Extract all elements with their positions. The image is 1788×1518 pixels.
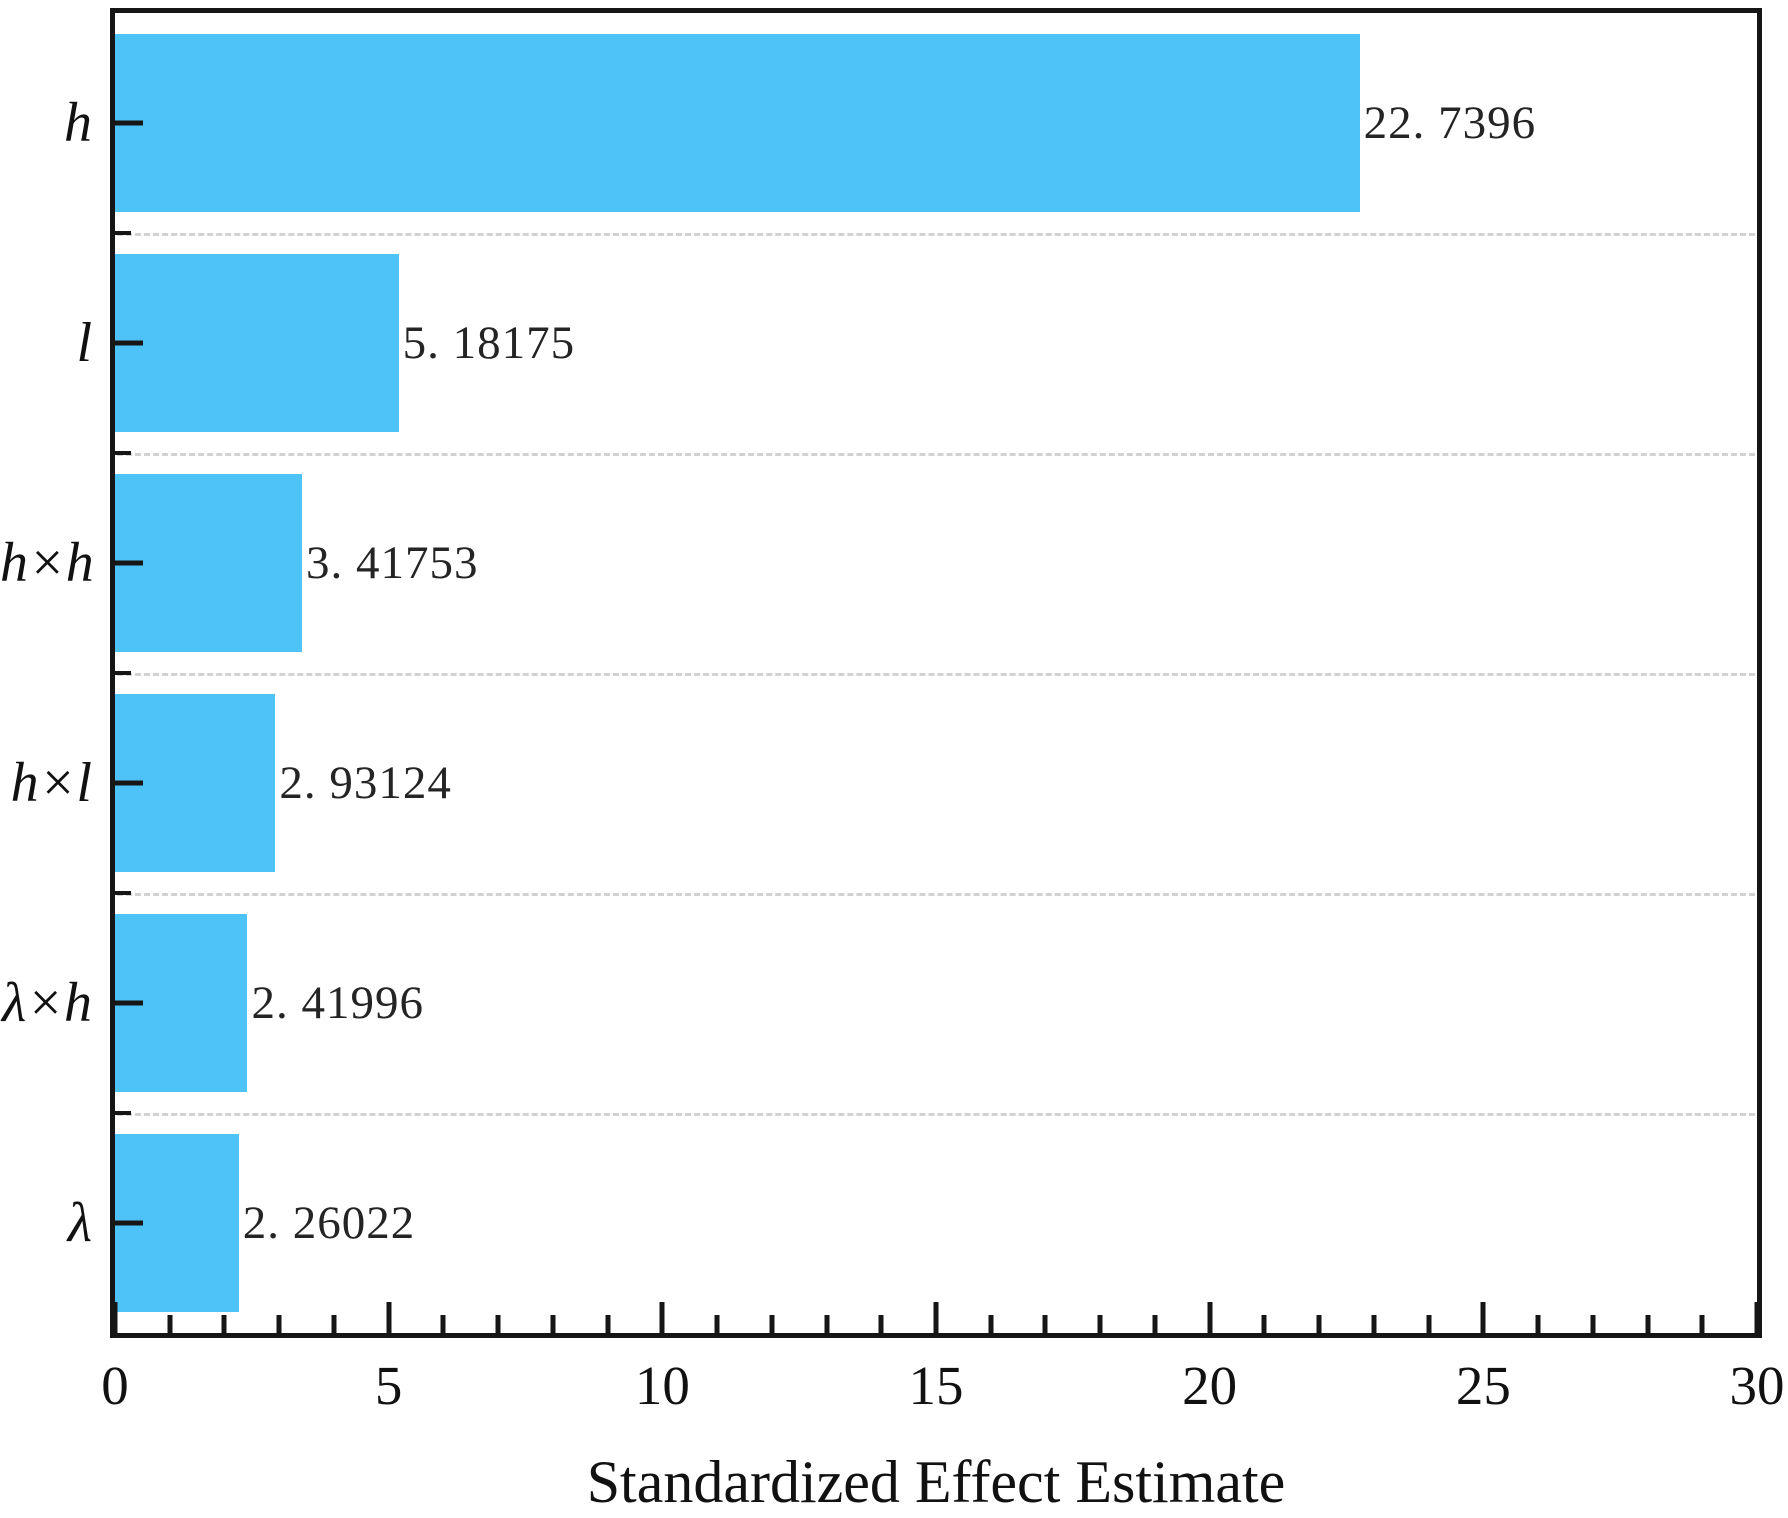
bar-value-label: 2. 26022 — [242, 1197, 416, 1249]
x-tick-label-0: 0 — [101, 1355, 129, 1416]
x-axis-minor-tick — [1535, 1315, 1541, 1333]
category-label-2: l — [76, 312, 92, 374]
category-label-5: λ×h — [1, 972, 92, 1034]
x-axis-minor-tick — [714, 1315, 720, 1333]
bar-value-label: 3. 41753 — [306, 537, 479, 589]
x-axis-minor-tick — [167, 1315, 173, 1333]
bar-value-label: 22. 7396 — [1363, 97, 1537, 149]
x-axis-minor-tick — [878, 1315, 884, 1333]
gridline — [117, 233, 1755, 236]
x-tick-label-5: 5 — [374, 1355, 403, 1416]
gridline — [117, 893, 1755, 896]
x-axis-minor-tick — [1645, 1315, 1651, 1333]
x-axis-minor-tick — [1042, 1315, 1048, 1333]
category-label-6: λ — [67, 1192, 92, 1254]
x-axis-minor-tick — [276, 1315, 282, 1333]
bar-value-label: 5. 18175 — [402, 317, 576, 369]
x-axis-major-tick — [659, 1302, 665, 1333]
x-axis-minor-tick — [221, 1315, 227, 1333]
bar-value-label: 2. 41996 — [251, 977, 424, 1029]
y-axis-minor-tick — [115, 891, 131, 895]
bar-2 — [115, 254, 399, 432]
category-label-3: h×h — [0, 532, 94, 594]
x-tick-label-20: 20 — [1182, 1355, 1238, 1416]
x-axis-major-tick — [1480, 1302, 1486, 1333]
x-tick-label-10: 10 — [634, 1355, 690, 1416]
x-axis-minor-tick — [1590, 1315, 1596, 1333]
y-axis-major-tick — [115, 780, 143, 786]
category-label-4: h×l — [10, 752, 92, 814]
y-axis-minor-tick — [115, 451, 131, 455]
gridline — [117, 673, 1755, 676]
x-axis-major-tick — [1207, 1302, 1213, 1333]
x-axis-major-tick — [112, 1302, 118, 1333]
x-axis-minor-tick — [769, 1315, 775, 1333]
x-axis-title: Standardized Effect Estimate — [586, 1449, 1286, 1515]
category-label-1: h — [64, 92, 92, 154]
x-axis-major-tick — [933, 1302, 939, 1333]
y-axis-minor-tick — [115, 671, 131, 675]
x-axis-minor-tick — [988, 1315, 994, 1333]
gridline — [117, 453, 1755, 456]
x-axis-minor-tick — [1426, 1315, 1432, 1333]
x-axis-minor-tick — [605, 1315, 611, 1333]
y-axis-major-tick — [115, 560, 143, 566]
x-axis-minor-tick — [1097, 1315, 1103, 1333]
y-axis-minor-tick — [115, 231, 131, 235]
plot-area: 22. 7396 5. 18175 3. 41753 2. 93124 2. 41996… — [110, 8, 1762, 1338]
x-tick-label-25: 25 — [1455, 1355, 1511, 1416]
x-axis-minor-tick — [495, 1315, 501, 1333]
y-axis-major-tick — [115, 340, 143, 346]
x-axis-minor-tick — [1261, 1315, 1267, 1333]
y-axis-major-tick — [115, 120, 143, 126]
x-axis-minor-tick — [331, 1315, 337, 1333]
y-axis-minor-tick — [115, 1111, 131, 1115]
y-axis-major-tick — [115, 1220, 143, 1226]
gridline — [117, 1113, 1755, 1116]
x-axis-minor-tick — [824, 1315, 830, 1333]
x-axis-major-tick — [1754, 1302, 1760, 1333]
x-axis-minor-tick — [1699, 1315, 1705, 1333]
x-axis-minor-tick — [1152, 1315, 1158, 1333]
x-axis-minor-tick — [550, 1315, 556, 1333]
x-tick-label-30: 30 — [1729, 1355, 1785, 1416]
bar-3 — [115, 474, 303, 652]
bar-value-label: 2. 93124 — [279, 757, 452, 809]
x-axis-major-tick — [386, 1302, 392, 1333]
x-axis-minor-tick — [440, 1315, 446, 1333]
x-axis-minor-tick — [1371, 1315, 1377, 1333]
x-axis-minor-tick — [1316, 1315, 1322, 1333]
y-axis-major-tick — [115, 1000, 143, 1006]
x-tick-label-15: 15 — [908, 1355, 964, 1416]
bar-1 — [115, 34, 1360, 212]
